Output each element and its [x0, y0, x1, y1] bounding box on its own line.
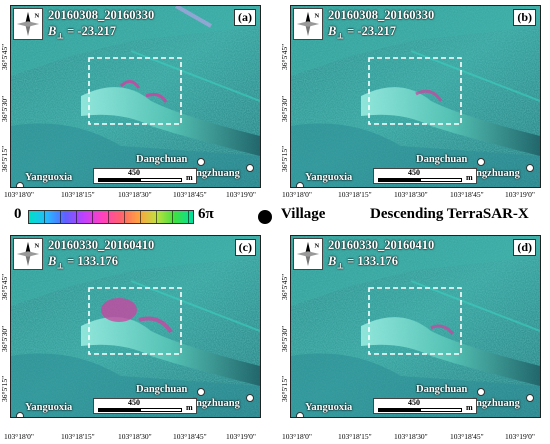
lat-label: 36°5'30": [280, 95, 289, 122]
panel-baseline: B⊥ = 133.176: [328, 254, 399, 271]
legend-min-label: 0: [14, 206, 22, 222]
scale-bar: 450 m: [373, 168, 477, 184]
panel-b: N 20160308_20160330 B⊥ = -23.217 (b) Dan…: [290, 5, 541, 188]
legend-village-label: Village: [281, 206, 326, 222]
panel-label: (a): [234, 9, 256, 26]
lon-label: 103°18'0": [282, 432, 312, 441]
lat-label: 36°5'30": [280, 325, 289, 352]
north-arrow-icon: N: [293, 238, 323, 270]
north-arrow-icon: N: [13, 238, 43, 270]
village-sanxingzhuang-label: Sanxingzhuang: [171, 398, 240, 409]
village-marker: [246, 164, 254, 172]
village-marker: [477, 388, 485, 396]
lon-label: 103°18'45": [173, 190, 207, 199]
village-sanxingzhuang-label: Sanxingzhuang: [451, 168, 520, 179]
panel-baseline: B⊥ = 133.176: [48, 254, 119, 271]
panel-a: N 20160308_20160330 B⊥ = -23.217 (a) Dan…: [10, 5, 261, 188]
svg-text:N: N: [35, 12, 40, 19]
lon-label: 103°18'0": [4, 432, 34, 441]
panel-label: (b): [513, 9, 536, 26]
village-marker: [526, 394, 534, 402]
village-yanguoxia-label: Yanguoxia: [305, 402, 353, 413]
svg-text:N: N: [315, 12, 320, 19]
terrain-image-b: [291, 6, 540, 187]
lon-label: 103°19'0": [505, 432, 535, 441]
village-marker: [296, 412, 304, 417]
lon-label: 103°19'0": [226, 190, 256, 199]
terrain-image-a: [11, 6, 260, 187]
village-marker: [16, 412, 24, 417]
legend-max-label: 6π: [198, 206, 214, 222]
panel-label: (c): [234, 239, 256, 256]
village-marker: [477, 158, 485, 166]
village-yanguoxia-label: Yanguoxia: [25, 402, 73, 413]
scale-bar: 450 m: [373, 398, 477, 414]
lat-label: 36°5'15": [0, 145, 9, 172]
lon-label: 103°18'15": [338, 432, 372, 441]
panel-d: N 20160330_20160410 B⊥ = 133.176 (d) Dan…: [290, 235, 541, 418]
panel-baseline: B⊥ = -23.217: [328, 24, 396, 41]
svg-text:N: N: [315, 242, 320, 249]
lon-label: 103°18'0": [282, 190, 312, 199]
panel-dates: 20160308_20160330: [328, 8, 435, 22]
terrain-image-d: [291, 236, 540, 417]
village-marker: [16, 182, 24, 187]
lon-label: 103°18'30": [394, 432, 428, 441]
lat-label: 36°5'30": [0, 325, 9, 352]
phase-colorbar: [28, 210, 194, 224]
lat-label: 36°5'45": [0, 43, 9, 70]
lon-label: 103°18'15": [338, 190, 372, 199]
lon-label: 103°18'0": [4, 190, 34, 199]
lat-label: 36°5'15": [280, 145, 289, 172]
lon-label: 103°18'45": [450, 190, 484, 199]
lon-label: 103°18'30": [118, 432, 152, 441]
terrain-image-c: [11, 236, 260, 417]
panel-label: (d): [513, 239, 536, 256]
north-arrow-icon: N: [13, 8, 43, 40]
legend-sensor-label: Descending TerraSAR-X: [370, 206, 529, 222]
lon-label: 103°19'0": [226, 432, 256, 441]
lon-label: 103°18'30": [394, 190, 428, 199]
village-sanxingzhuang-label: Sanxingzhuang: [451, 398, 520, 409]
village-marker: [296, 182, 304, 187]
lon-label: 103°18'15": [61, 190, 95, 199]
lat-label: 36°5'30": [0, 95, 9, 122]
village-dangchuan-label: Dangchuan: [416, 154, 468, 165]
village-marker: [246, 394, 254, 402]
panel-baseline: B⊥ = -23.217: [48, 24, 116, 41]
village-yanguoxia-label: Yanguoxia: [305, 172, 353, 183]
lat-label: 36°5'45": [280, 43, 289, 70]
lat-label: 36°5'45": [0, 273, 9, 300]
village-dangchuan-label: Dangchuan: [136, 384, 188, 395]
lat-label: 36°5'45": [280, 273, 289, 300]
village-legend-icon: [258, 210, 272, 224]
panel-c: N 20160330_20160410 B⊥ = 133.176 (c) Dan…: [10, 235, 261, 418]
village-dangchuan-label: Dangchuan: [416, 384, 468, 395]
scale-bar: 450 m: [93, 398, 197, 414]
village-marker: [197, 388, 205, 396]
svg-text:N: N: [35, 242, 40, 249]
scale-bar: 450 m: [93, 168, 197, 184]
village-marker: [526, 164, 534, 172]
lon-label: 103°18'45": [173, 432, 207, 441]
panel-dates: 20160330_20160410: [328, 238, 435, 252]
village-yanguoxia-label: Yanguoxia: [25, 172, 73, 183]
lon-label: 103°18'15": [61, 432, 95, 441]
lat-label: 36°5'15": [280, 375, 289, 402]
village-marker: [197, 158, 205, 166]
village-sanxingzhuang-label: Sanxingzhuang: [171, 168, 240, 179]
village-dangchuan-label: Dangchuan: [136, 154, 188, 165]
lon-label: 103°19'0": [505, 190, 535, 199]
north-arrow-icon: N: [293, 8, 323, 40]
panel-dates: 20160308_20160330: [48, 8, 155, 22]
lon-label: 103°18'30": [118, 190, 152, 199]
lat-label: 36°5'15": [0, 375, 9, 402]
lon-label: 103°18'45": [450, 432, 484, 441]
panel-dates: 20160330_20160410: [48, 238, 155, 252]
